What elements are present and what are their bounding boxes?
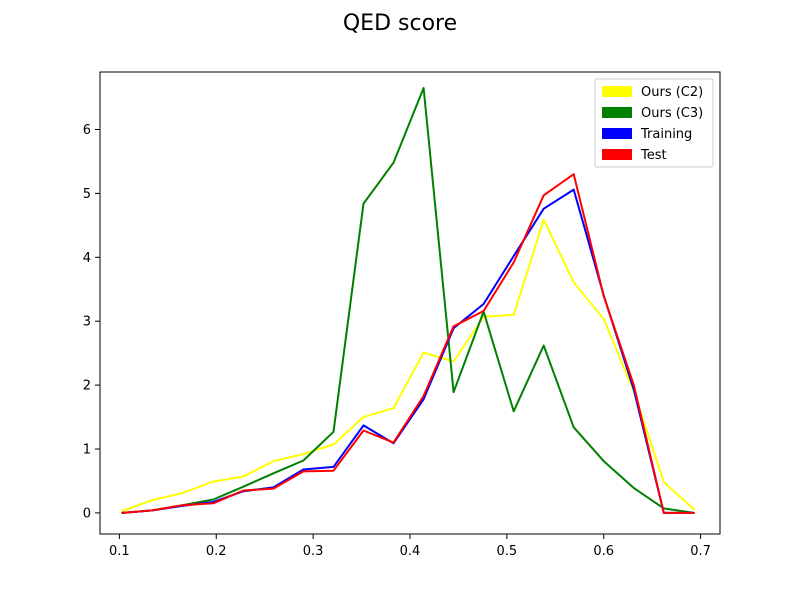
x-tick-label: 0.6 [593,544,614,559]
y-tick-label: 1 [83,443,91,458]
y-axis: 0 1 2 3 4 5 6 [83,123,100,521]
series-line-1 [121,87,695,514]
x-tick-label: 0.5 [497,544,518,559]
legend-swatch [602,149,632,160]
x-tick-label: 0.7 [690,544,711,559]
legend-label: Ours (C2) [641,85,703,100]
y-tick-label: 3 [83,315,91,330]
y-tick-label: 5 [83,187,91,202]
legend-label: Ours (C3) [641,106,703,121]
legend-label: Training [640,127,692,142]
x-tick-label: 0.4 [400,544,421,559]
x-tick-label: 0.3 [303,544,324,559]
x-axis: 0.1 0.2 0.3 0.4 0.5 0.6 0.7 [109,534,711,559]
series-lines [121,87,695,514]
legend-box [594,78,714,168]
legend-swatch [602,128,632,139]
legend: Ours (C2) Ours (C3) Training Test [594,78,714,168]
y-tick-label: 6 [83,123,91,138]
chart-title: QED score [343,11,457,36]
y-tick-label: 4 [83,251,91,266]
legend-swatch [602,86,632,97]
x-tick-label: 0.1 [109,544,130,559]
legend-label: Test [640,148,667,163]
y-tick-label: 0 [83,506,91,521]
y-tick-label: 2 [83,379,91,394]
legend-swatch [602,107,632,118]
series-line-3 [121,173,695,514]
series-line-0 [121,218,695,512]
x-tick-label: 0.2 [206,544,227,559]
